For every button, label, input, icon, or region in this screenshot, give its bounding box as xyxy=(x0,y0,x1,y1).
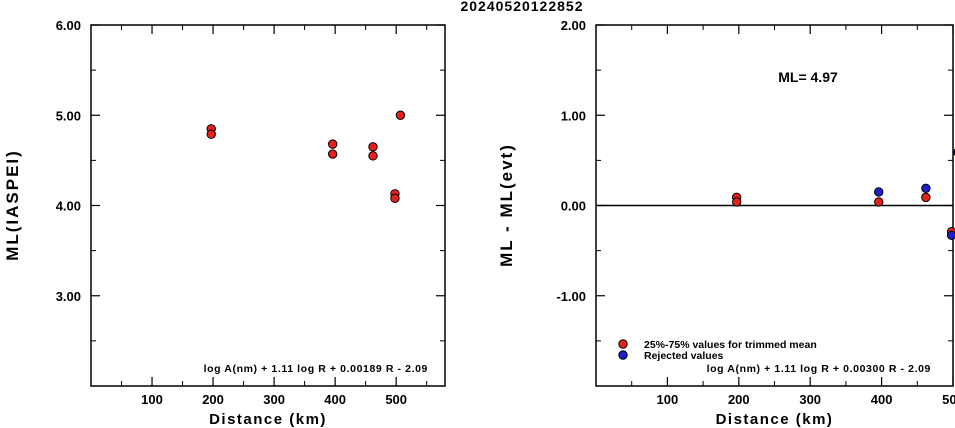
x-tick-label: 300 xyxy=(263,392,285,407)
formula-label: log A(nm) + 1.11 log R + 0.00189 R - 2.0… xyxy=(204,363,428,375)
x-tick-label: 400 xyxy=(324,392,346,407)
x-tick-label: 100 xyxy=(657,392,679,407)
data-point xyxy=(731,197,742,207)
data-point xyxy=(390,193,400,203)
formula-label: log A(nm) + 1.11 log R + 0.00300 R - 2.0… xyxy=(707,363,931,375)
x-tick-label: 500 xyxy=(942,392,955,407)
data-point xyxy=(874,197,884,207)
y-tick-label: 0.00 xyxy=(561,199,586,214)
x-tick-label: 400 xyxy=(871,392,893,407)
y-axis-label: ML(IASPEI) xyxy=(3,149,22,261)
legend-label: 25%-75% values for trimmed mean xyxy=(644,339,817,351)
y-tick-label: 4.00 xyxy=(56,199,81,214)
data-point xyxy=(327,149,338,159)
y-tick-label: 6.00 xyxy=(56,18,81,33)
plot-frame xyxy=(90,24,446,387)
figure-title: 20240520122852 xyxy=(460,0,583,14)
ml-annotation: ML= 4.97 xyxy=(778,69,838,85)
y-axis-label: ML - ML(evt) xyxy=(497,143,516,267)
ml-residual-chart: 100 200 300 400 500 -1.00 0.00 1.00 2.00 Distance… xyxy=(497,18,955,428)
x-tick-label: 100 xyxy=(141,392,163,407)
y-tick-label: 1.00 xyxy=(561,108,586,123)
legend-label: Rejected values xyxy=(644,350,724,362)
y-tick-label: 2.00 xyxy=(561,18,586,33)
y-tick-label: -1.00 xyxy=(556,289,586,304)
data-point xyxy=(921,192,931,203)
x-axis-label: Distance (km) xyxy=(716,411,834,428)
y-tick-label: 3.00 xyxy=(56,289,81,304)
x-tick-label: 200 xyxy=(728,392,750,407)
data-point xyxy=(921,183,931,194)
data-point xyxy=(327,139,338,149)
x-tick-label: 300 xyxy=(799,392,821,407)
x-tick-label: 200 xyxy=(202,392,224,407)
data-point xyxy=(368,151,378,161)
ml-vs-distance-chart: 100 200 300 400 500 3.00 4.00 5.00 6.00 Distance … xyxy=(3,18,446,428)
data-point xyxy=(206,129,216,139)
x-tick-label: 500 xyxy=(385,392,407,407)
data-point xyxy=(395,110,406,120)
legend-marker xyxy=(618,339,628,349)
legend-marker xyxy=(618,350,628,360)
data-point xyxy=(368,142,378,152)
y-tick-label: 5.00 xyxy=(56,108,81,123)
data-point xyxy=(946,230,955,240)
x-axis-label: Distance (km) xyxy=(209,411,327,428)
data-point xyxy=(874,187,884,197)
